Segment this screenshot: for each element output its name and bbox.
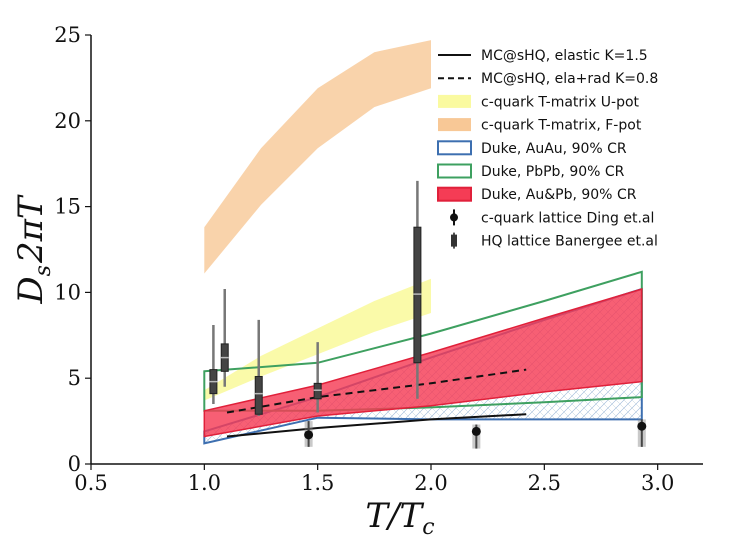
points-layer — [209, 180, 647, 449]
legend-entry-8-swatch — [451, 234, 457, 247]
ding-point-0 — [304, 430, 314, 440]
axes-layer — [90, 35, 703, 465]
banerjee-box-4 — [413, 226, 422, 364]
y-tick-label-3: 15 — [54, 195, 81, 219]
y-tick-label-4: 20 — [54, 109, 81, 133]
fpot-band — [204, 40, 431, 274]
y-tick-label-1: 5 — [68, 366, 81, 390]
y-tick-label-5: 25 — [54, 23, 81, 47]
x-title-sub: c — [422, 515, 434, 540]
legend-entry-4-label: Duke, AuAu, 90% CR — [481, 141, 627, 157]
y-tick-label-0: 0 — [68, 452, 81, 476]
legend-entry-2-label: c-quark T-matrix U-pot — [481, 94, 640, 110]
legend-entry-6-label: Duke, Au&Pb, 90% CR — [481, 187, 637, 203]
legend-entry-5-label: Duke, PbPb, 90% CR — [481, 164, 625, 180]
legend-entry-5-swatch — [437, 163, 472, 179]
banerjee-box-3 — [313, 382, 322, 400]
x-tick-label-3: 2.0 — [414, 471, 447, 495]
ding-point-1 — [471, 426, 481, 436]
x-tick-label-4: 2.5 — [528, 471, 561, 495]
y-title-rest: 2πT — [11, 194, 51, 264]
legend-entry-4-swatch — [437, 140, 472, 156]
lines-layer — [226, 368, 527, 438]
x-tick-label-1: 1.0 — [188, 471, 221, 495]
legend-entry-7-swatch — [450, 213, 458, 222]
mc-elastic-line — [226, 413, 527, 438]
banerjee-box-2 — [254, 375, 263, 415]
mc-radiative-line — [226, 368, 527, 414]
legend-entry-2-swatch — [438, 94, 471, 108]
duke-aupb-band — [203, 287, 643, 438]
ding-point-2 — [637, 421, 647, 431]
y-title-main: D — [11, 276, 51, 304]
legend-entry-1-label: MC@sHQ, ela+rad K=0.8 — [481, 71, 658, 87]
legend-entry-3-label: c-quark T-matrix, F-pot — [481, 118, 642, 134]
legend-entry-0-label: MC@sHQ, elastic K=1.5 — [481, 48, 648, 64]
legend: MC@sHQ, elastic K=1.5 MC@sHQ, ela+rad K=0… — [437, 48, 658, 250]
upot-band — [204, 278, 431, 401]
x-axis-title: T/Tc — [365, 496, 434, 540]
x-title-main: T/T — [365, 496, 424, 536]
ding-errorbox-1 — [472, 424, 481, 449]
ticks-layer: 0.5 1.0 1.5 2.0 2.5 3.0 0 5 10 15 20 25 — [54, 23, 674, 495]
legend-entry-3-swatch — [438, 118, 471, 132]
x-tick-label-2: 1.5 — [301, 471, 334, 495]
x-tick-label-0: 0.5 — [74, 471, 107, 495]
ding-errorbox-2 — [637, 419, 646, 447]
legend-entry-6-swatch — [437, 186, 472, 202]
y-axis-title: Ds2πT — [11, 194, 56, 305]
legend-entry-7-label: c-quark lattice Ding et.al — [481, 210, 654, 226]
bands-layer — [203, 40, 643, 445]
y-title-sub: s — [31, 265, 56, 276]
legend-entry-8-label: HQ lattice Banergee et.al — [481, 234, 658, 250]
y-tick-label-2: 10 — [54, 280, 81, 304]
x-tick-label-5: 3.0 — [641, 471, 674, 495]
